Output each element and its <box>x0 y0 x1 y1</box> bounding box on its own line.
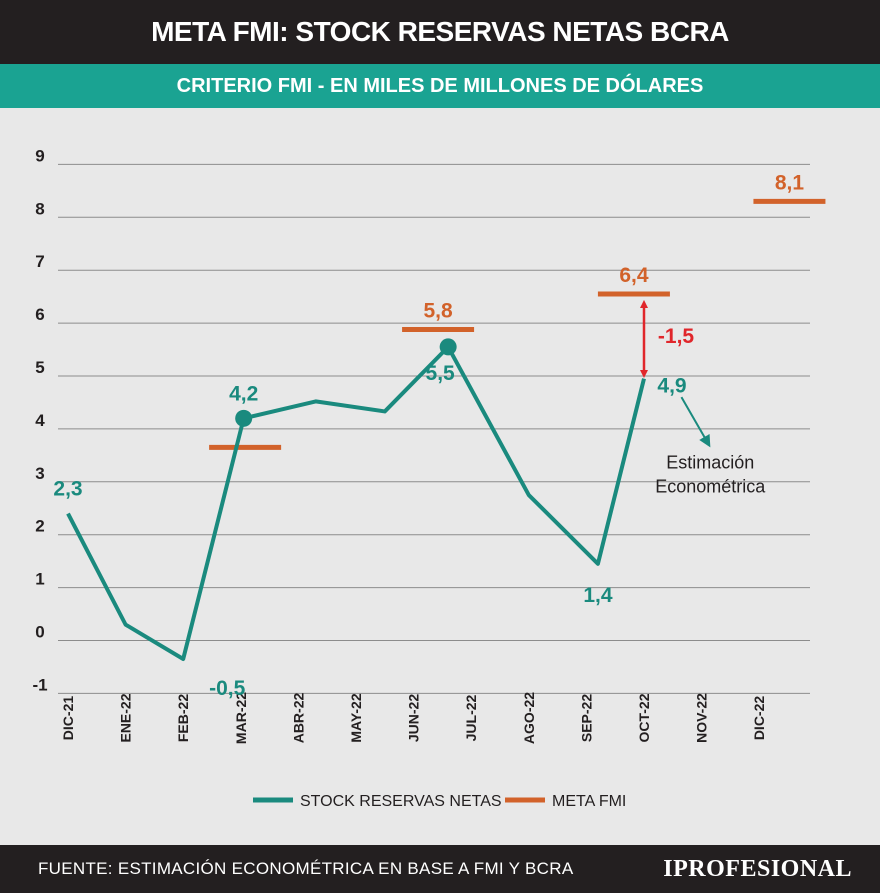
stock-series-line <box>66 344 646 662</box>
x-tick-label: MAY-22 <box>348 693 364 743</box>
y-tick-label: 3 <box>35 464 44 483</box>
stock-data-label: 5,5 <box>426 362 456 385</box>
x-tick-label: SEP-22 <box>578 694 594 742</box>
footer: FUENTE: ESTIMACIÓN ECONOMÉTRICA EN BASE … <box>0 845 880 893</box>
chart-area: -1 0 1 2 3 4 5 6 7 8 9 DIC-21 ENE-22 FEB-22 MAR-22 ABR-… <box>0 108 880 845</box>
y-tick-label: 2 <box>35 517 44 536</box>
stock-data-label: 4,9 <box>657 375 686 398</box>
x-tick-label: DIC-21 <box>60 696 76 741</box>
y-tick-label: 5 <box>35 358 44 377</box>
x-tick-label: AGO-22 <box>521 692 537 744</box>
y-tick-label: 6 <box>35 305 44 324</box>
chart-title: META FMI: STOCK RESERVAS NETAS BCRA <box>0 0 880 64</box>
meta-label: 8,1 <box>775 171 805 194</box>
x-tick-label: JUN-22 <box>406 694 422 742</box>
stock-data-label: 2,3 <box>53 478 82 501</box>
y-tick-label: -1 <box>32 675 47 694</box>
estimation-note: Econométrica <box>655 476 766 496</box>
brand-logo: IPROFESIONAL <box>663 855 852 882</box>
x-tick-label: JUL-22 <box>463 694 479 741</box>
stock-data-label: 1,4 <box>583 584 613 607</box>
estimation-note: Estimación <box>666 453 754 473</box>
y-tick-label: 4 <box>35 411 45 430</box>
y-tick-label: 9 <box>35 146 44 165</box>
x-tick-label: OCT-22 <box>636 693 652 742</box>
x-tick-label: ABR-22 <box>290 693 306 744</box>
y-tick-label: 7 <box>35 252 44 271</box>
gap-label: -1,5 <box>658 325 695 348</box>
legend-label-meta: META FMI <box>552 793 626 810</box>
y-tick-label: 0 <box>35 623 44 642</box>
meta-label: 5,8 <box>423 299 453 322</box>
x-tick-label: MAR-22 <box>233 692 249 744</box>
estimation-arrow <box>680 396 711 448</box>
line-chart: -1 0 1 2 3 4 5 6 7 8 9 DIC-21 ENE-22 FEB-22 MAR-22 ABR-… <box>32 146 826 810</box>
stock-point-marker <box>235 409 253 427</box>
stock-point-marker <box>439 338 457 356</box>
stock-data-label: -0,5 <box>209 677 246 700</box>
x-tick-label: NOV-22 <box>694 693 710 743</box>
x-tick-label: FEB-22 <box>175 694 191 742</box>
stock-data-label: 4,2 <box>229 382 258 405</box>
chart-subtitle: CRITERIO FMI - EN MILES DE MILLONES DE D… <box>0 64 880 108</box>
y-tick-label: 1 <box>35 570 44 589</box>
source-note: FUENTE: ESTIMACIÓN ECONOMÉTRICA EN BASE … <box>38 859 574 878</box>
y-tick-label: 8 <box>35 199 44 218</box>
x-tick-label: DIC-22 <box>751 696 767 741</box>
x-tick-label: ENE-22 <box>118 693 134 742</box>
meta-label: 6,4 <box>619 264 649 287</box>
legend-label-stock: STOCK RESERVAS NETAS <box>300 793 502 810</box>
